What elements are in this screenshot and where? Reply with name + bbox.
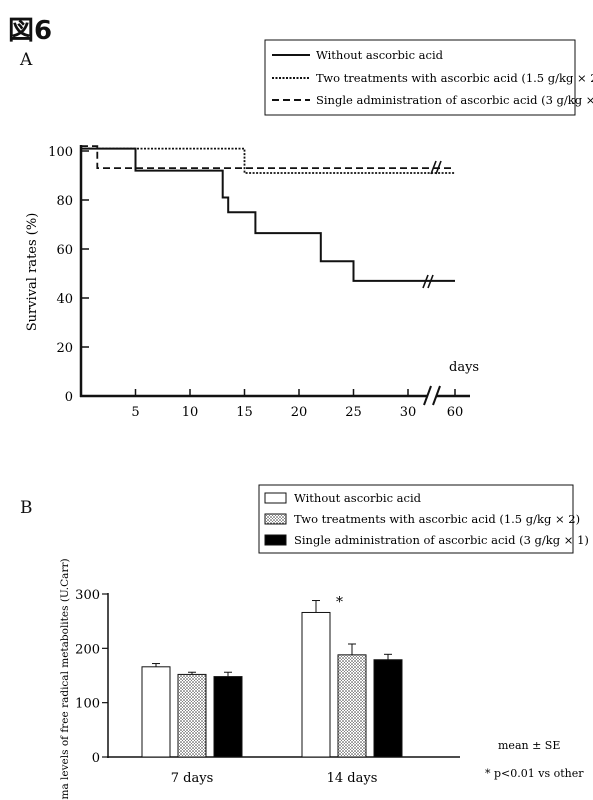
bar-dotted bbox=[177, 673, 207, 758]
y-axis-a-label: Survival rates (%) bbox=[25, 213, 40, 332]
axis-break-mark-1 bbox=[423, 385, 432, 406]
series-break-mark-4 bbox=[427, 274, 434, 289]
category-label: 14 days bbox=[327, 771, 378, 786]
legend-b-box bbox=[258, 484, 574, 554]
x-tick-label-a: 5 bbox=[131, 405, 139, 420]
x-tick-label-a: 25 bbox=[345, 405, 362, 420]
legend-a-label-3: Single administration of ascorbic acid (… bbox=[316, 93, 593, 107]
significance-mark: * bbox=[336, 595, 343, 611]
y-tick-label-a: 100 bbox=[48, 145, 73, 160]
bar-white bbox=[141, 666, 171, 758]
survival-line-dotted bbox=[81, 147, 455, 174]
x-tick-label-a: 10 bbox=[182, 405, 199, 420]
survival-line-solid bbox=[81, 147, 455, 282]
y-tick-label-b: 0 bbox=[92, 751, 100, 766]
figure-title: 図6 bbox=[8, 16, 53, 46]
y-tick-label-a: 60 bbox=[56, 243, 73, 258]
x-axis-a-label: days bbox=[449, 360, 479, 375]
x-tick-label-a: 30 bbox=[400, 405, 417, 420]
survival-chart: Without ascorbic acid Two treatments wit… bbox=[25, 39, 593, 420]
legend-b-label-1: Without ascorbic acid bbox=[294, 491, 422, 505]
legend-b-swatch-white bbox=[264, 492, 287, 504]
legend-b-label-2: Two treatments with ascorbic acid (1.5 g… bbox=[294, 512, 580, 526]
y-tick-label-b: 300 bbox=[75, 588, 100, 603]
y-axis-b-label: Plasma levels of free radical metabolite… bbox=[59, 558, 71, 800]
bar-black bbox=[373, 659, 403, 758]
y-tick-label-b: 200 bbox=[75, 642, 100, 657]
legend-b-label-3: Single administration of ascorbic acid (… bbox=[294, 533, 589, 547]
x-tick-label-a: 60 bbox=[447, 405, 464, 420]
panel-label-a: A bbox=[20, 50, 33, 70]
significance-footnote: * p<0.01 vs other bbox=[485, 767, 584, 780]
series-break-mark-3 bbox=[422, 274, 429, 289]
y-tick-label-a: 40 bbox=[56, 292, 73, 307]
x-tick-label-a: 20 bbox=[291, 405, 308, 420]
y-tick-label-a: 0 bbox=[65, 390, 73, 405]
axis-break-mark-2 bbox=[432, 385, 441, 406]
legend-a-label-2: Two treatments with ascorbic acid (1.5 g… bbox=[316, 71, 593, 85]
y-tick-label-b: 100 bbox=[75, 697, 100, 712]
legend-b-swatch-dotted bbox=[264, 513, 287, 525]
survival-line-dashed bbox=[81, 145, 455, 170]
legend-a-box bbox=[264, 39, 576, 116]
legend-b-swatch-black bbox=[264, 534, 287, 546]
y-tick-label-a: 20 bbox=[56, 341, 73, 356]
bar-white bbox=[301, 611, 331, 758]
stat-note: mean ± SE bbox=[498, 739, 560, 752]
bar-dotted bbox=[337, 654, 367, 758]
category-label: 7 days bbox=[171, 771, 214, 786]
series-break-mark-2 bbox=[435, 160, 442, 175]
panel-label-b: B bbox=[20, 498, 33, 518]
series-break-mark-1 bbox=[430, 160, 437, 175]
y-tick-label-a: 80 bbox=[56, 194, 73, 209]
legend-a-label-1: Without ascorbic acid bbox=[316, 48, 444, 62]
x-tick-label-a: 15 bbox=[236, 405, 253, 420]
bar-black bbox=[213, 676, 243, 758]
